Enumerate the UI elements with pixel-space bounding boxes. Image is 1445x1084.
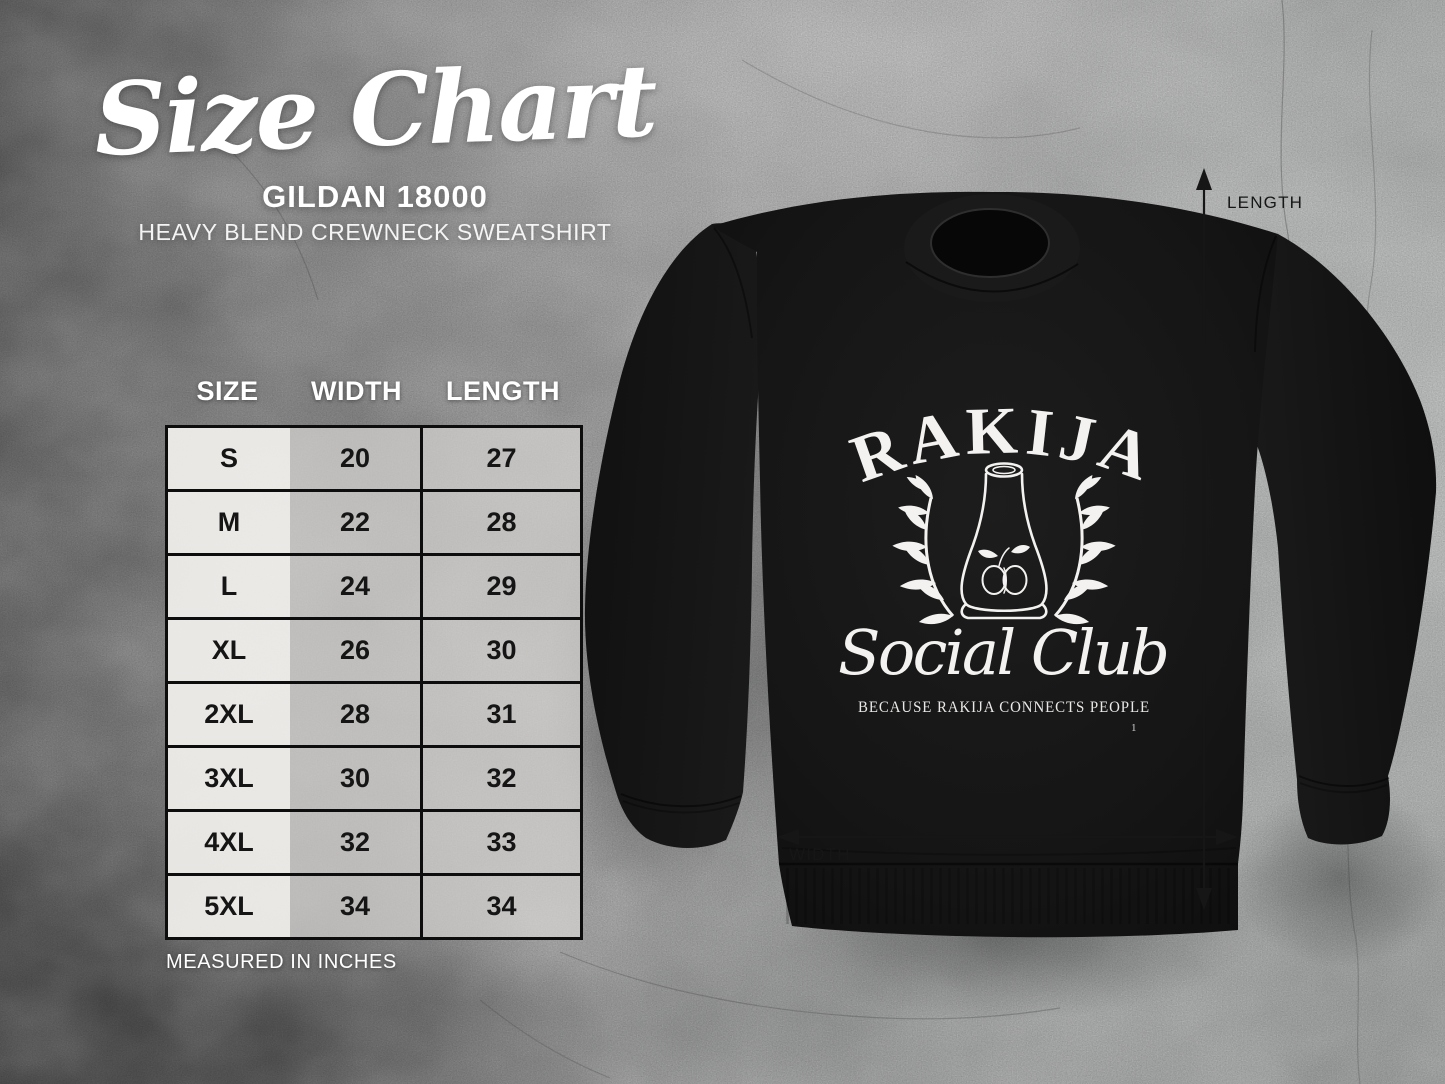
size-cell: 3XL <box>168 748 290 809</box>
measurement-footnote: MEASURED IN INCHES <box>166 951 397 973</box>
length-cell: 28 <box>420 492 580 553</box>
laurel-left-icon <box>892 472 955 627</box>
left-sleeve <box>584 223 761 849</box>
carafe-icon <box>960 462 1048 620</box>
length-cell: 33 <box>420 812 580 873</box>
size-cell: S <box>168 428 290 489</box>
width-cell: 24 <box>290 556 420 617</box>
shirt-body <box>712 191 1278 938</box>
collar <box>904 194 1080 302</box>
width-cell: 32 <box>290 812 420 873</box>
product-description: HEAVY BLEND CREWNECK SWEATSHIRT <box>138 219 612 245</box>
left-cuff-seam <box>620 793 742 814</box>
waistband-ribbing <box>786 868 1234 924</box>
width-label: WIDTH <box>789 845 851 864</box>
table-row: L 24 29 <box>168 553 580 617</box>
column-header-size: SIZE <box>196 376 259 406</box>
width-arrow-icon <box>777 829 1238 845</box>
width-cell: 34 <box>290 876 420 937</box>
right-sleeve <box>1255 234 1437 845</box>
left-shoulder-seam <box>713 227 753 339</box>
length-cell: 32 <box>420 748 580 809</box>
table-row: XL 26 30 <box>168 617 580 681</box>
table-row: 3XL 30 32 <box>168 745 580 809</box>
length-cell: 34 <box>420 876 580 937</box>
length-arrow-icon <box>1196 168 1212 910</box>
length-cell: 30 <box>420 620 580 681</box>
size-cell: XL <box>168 620 290 681</box>
right-shoulder-seam <box>1254 235 1277 353</box>
print-mark: 1 <box>1131 722 1137 734</box>
width-cell: 30 <box>290 748 420 809</box>
width-cell: 26 <box>290 620 420 681</box>
table-row: 5XL 34 34 <box>168 873 580 937</box>
column-header-length: LENGTH <box>446 376 560 406</box>
print-script-title: Social Club <box>838 616 1170 689</box>
table-row: S 20 27 <box>168 428 580 489</box>
size-cell: L <box>168 556 290 617</box>
size-cell: 5XL <box>168 876 290 937</box>
size-cell: 2XL <box>168 684 290 745</box>
size-table: S 20 27 M 22 28 L 24 29 XL 26 30 2XL 28 … <box>165 425 583 940</box>
hem-wrinkle <box>781 847 1237 856</box>
size-cell: M <box>168 492 290 553</box>
width-cell: 22 <box>290 492 420 553</box>
size-table-header: SIZE WIDTH LENGTH <box>165 376 583 407</box>
width-cell: 28 <box>290 684 420 745</box>
page-title: Size Chart <box>92 41 658 179</box>
table-row: 2XL 28 31 <box>168 681 580 745</box>
print-tagline: BECAUSE RAKIJA CONNECTS PEOPLE <box>858 699 1150 716</box>
laurel-right-icon <box>1053 472 1116 627</box>
length-cell: 27 <box>420 428 580 489</box>
width-cell: 20 <box>290 428 420 489</box>
table-row: M 22 28 <box>168 489 580 553</box>
column-header-width: WIDTH <box>311 376 402 406</box>
length-cell: 31 <box>420 684 580 745</box>
table-row: 4XL 32 33 <box>168 809 580 873</box>
size-cell: 4XL <box>168 812 290 873</box>
title-block: Size Chart GILDAN 18000 HEAVY BLEND CREW… <box>25 41 725 246</box>
length-cell: 29 <box>420 556 580 617</box>
product-name: GILDAN 18000 <box>262 179 488 214</box>
length-label: LENGTH <box>1227 193 1303 212</box>
right-cuff-seam <box>1298 775 1390 794</box>
